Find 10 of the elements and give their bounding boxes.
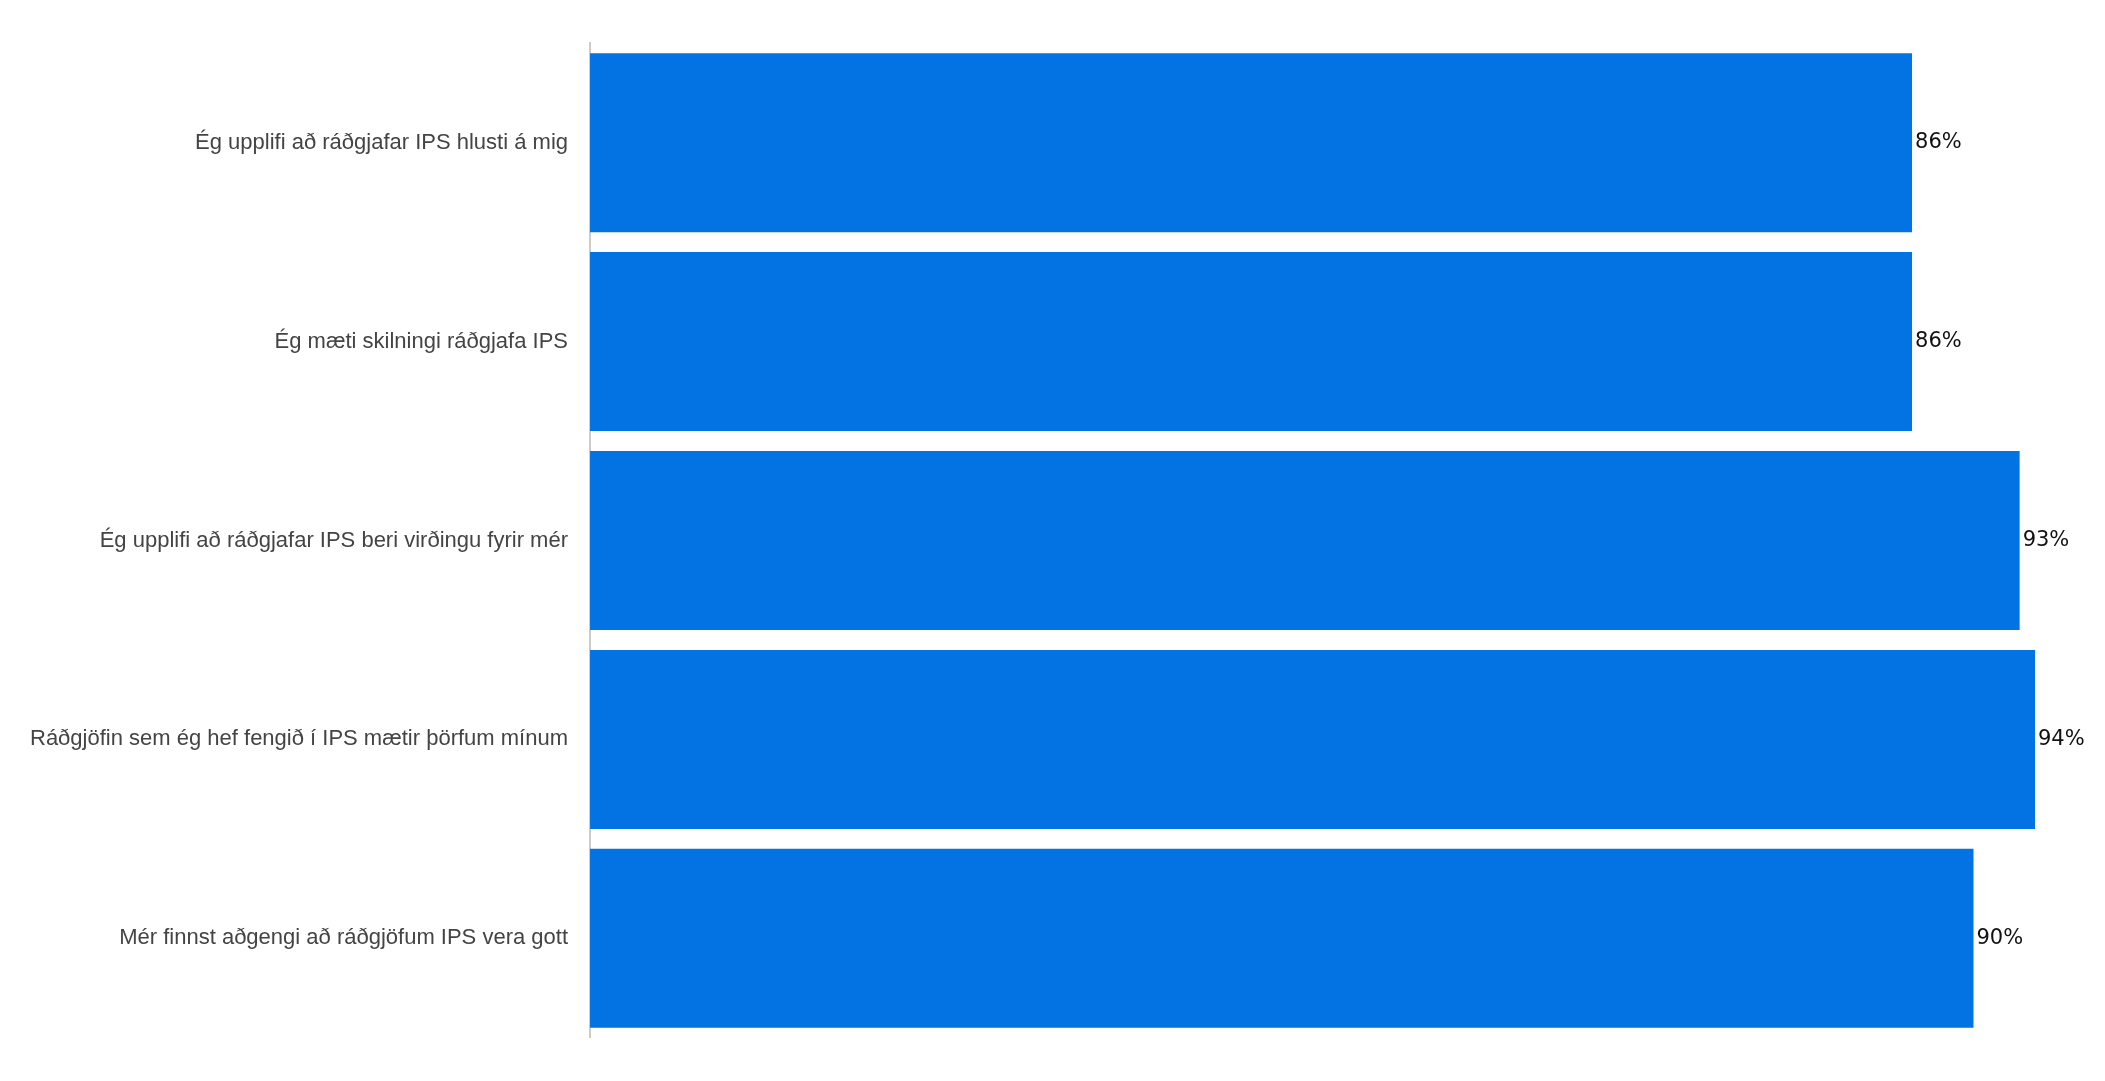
y-tick-label: Ráðgjöfin sem ég hef fengið í IPS mætir þörfum mínum [30,725,569,751]
data-label: 94% [2038,725,2085,750]
data-label: 86% [1915,129,1962,154]
y-tick-label: Ég upplifi að ráðgjafar IPS hlusti á mig [195,128,569,154]
data-label: 90% [1976,924,2024,949]
y-tick-label: Ég upplifi að ráðgjafar IPS beri virðingu fyrir mér [99,526,569,552]
y-tick-label: Ég mæti skilningi ráðgjafa IPS [274,327,569,353]
y-tick-label: Mér finnst aðgengi að ráðgjöfum IPS vera gott [119,924,569,950]
data-label: 93% [2022,526,2070,551]
data-label: 86% [1915,328,1962,353]
